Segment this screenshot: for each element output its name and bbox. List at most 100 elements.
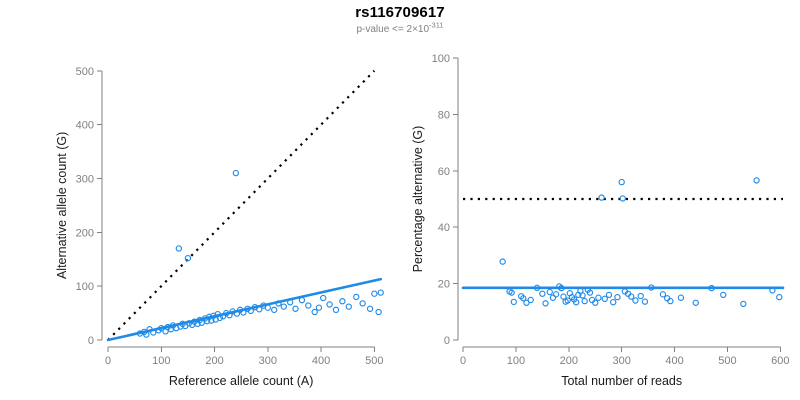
data-point <box>740 300 747 308</box>
y-tick-label: 80 <box>438 109 450 121</box>
data-point <box>375 308 382 316</box>
y-tick-label: 0 <box>444 335 450 347</box>
data-point <box>377 289 384 296</box>
x-tick-label: 0 <box>105 355 111 367</box>
data-point <box>659 291 667 298</box>
data-point <box>150 329 157 336</box>
data-point <box>353 293 360 301</box>
data-point <box>508 289 515 296</box>
data-point <box>542 300 549 307</box>
data-point <box>371 290 378 297</box>
data-point <box>332 306 340 314</box>
data-point <box>564 297 571 304</box>
data-point <box>628 293 635 300</box>
data-point <box>601 295 608 303</box>
left-plot-svg: 0 100 200 300 400 500 0 100 200 300 400 500 Referenc… <box>55 66 384 388</box>
data-point <box>586 289 594 296</box>
data-point <box>692 299 699 306</box>
y-axis-title: Alternative allele count (G) <box>55 132 69 279</box>
y-tick-label: 300 <box>76 173 94 185</box>
data-point <box>146 326 153 333</box>
data-point <box>605 291 613 299</box>
data-point <box>720 291 727 299</box>
x-tick-label: 400 <box>312 355 330 367</box>
data-point <box>677 294 685 301</box>
data-point <box>632 297 639 304</box>
data-point <box>592 299 599 306</box>
data-point <box>667 297 674 305</box>
data-point <box>769 287 776 294</box>
x-tick-label: 300 <box>612 355 630 367</box>
x-tick-label: 600 <box>771 355 789 367</box>
data-point <box>637 292 644 300</box>
data-point <box>305 302 312 309</box>
x-tick-label: 300 <box>259 355 277 367</box>
data-point <box>326 301 333 308</box>
y-tick-label: 0 <box>88 335 94 347</box>
data-point <box>520 295 527 302</box>
y-tick-label: 60 <box>438 166 450 178</box>
y-axis-title: Percentage alternative (G) <box>411 126 425 273</box>
y-tick-label: 40 <box>438 222 450 234</box>
y-tick-label: 500 <box>76 66 94 78</box>
data-point <box>320 294 327 302</box>
data-point <box>240 309 247 316</box>
data-point <box>233 310 241 317</box>
data-point <box>549 294 557 301</box>
x-tick-label: 100 <box>507 355 525 367</box>
data-point <box>619 195 626 202</box>
data-point <box>184 254 192 262</box>
data-point <box>345 303 352 310</box>
data-point <box>573 299 580 306</box>
data-point <box>158 324 165 332</box>
data-point <box>527 296 534 304</box>
data-point <box>275 300 282 307</box>
x-tick-label: 200 <box>205 355 223 367</box>
data-point <box>641 298 649 305</box>
plot-line-expected-heterozygous <box>107 69 376 341</box>
data-point <box>618 178 625 186</box>
data-point <box>311 308 318 316</box>
data-point <box>610 299 617 306</box>
data-point <box>216 314 224 322</box>
data-point <box>614 293 621 301</box>
right-plot-svg: 0 20 40 60 80 100 0 100 200 300 400 500 600 Total num… <box>411 53 790 388</box>
data-point <box>708 284 715 292</box>
data-point <box>523 299 530 306</box>
x-tick-label: 500 <box>718 355 736 367</box>
data-point <box>226 312 233 319</box>
data-point <box>546 288 553 296</box>
data-point <box>598 194 605 201</box>
y-tick-label: 100 <box>432 53 450 65</box>
y-tick-label: 200 <box>76 227 94 239</box>
data-point <box>595 294 602 301</box>
x-tick-label: 100 <box>152 355 170 367</box>
data-point <box>533 284 541 292</box>
data-point <box>581 297 588 305</box>
data-point <box>292 305 299 312</box>
data-point <box>219 313 227 320</box>
data-point <box>143 331 150 338</box>
panel-percentage-vs-reads: 0 20 40 60 80 100 0 100 200 300 400 500 600 Total num… <box>400 0 800 400</box>
data-point <box>359 300 366 307</box>
y-tick-label: 20 <box>438 279 450 291</box>
data-point <box>366 305 374 312</box>
data-point <box>510 298 517 306</box>
data-point <box>175 245 183 252</box>
data-point <box>271 306 278 314</box>
data-point <box>648 284 655 291</box>
data-point <box>280 303 287 310</box>
data-point <box>256 306 263 313</box>
data-point <box>264 304 271 311</box>
x-tick-label: 400 <box>665 355 683 367</box>
panel-reference-vs-alternative: 0 100 200 300 400 500 0 100 200 300 400 500 Referenc… <box>55 66 384 388</box>
data-point <box>499 258 506 265</box>
data-point <box>315 304 323 311</box>
data-point <box>753 177 760 184</box>
data-point <box>339 298 346 305</box>
data-point <box>579 292 586 299</box>
data-point <box>539 290 546 297</box>
data-point <box>552 291 560 298</box>
data-point <box>558 284 565 292</box>
